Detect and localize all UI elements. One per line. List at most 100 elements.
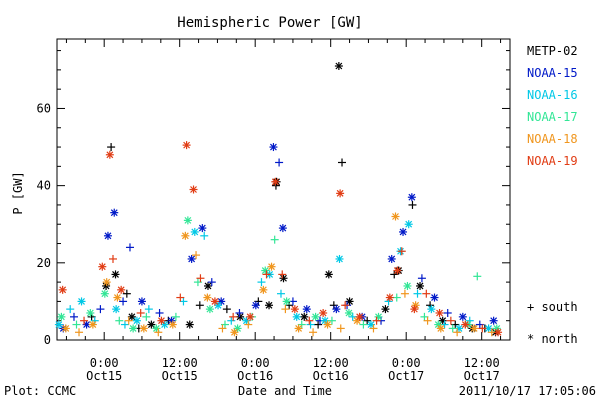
north-point xyxy=(344,308,353,317)
north-point xyxy=(236,312,245,321)
south-point xyxy=(327,316,336,325)
north-point xyxy=(77,297,86,306)
south-point xyxy=(417,274,426,283)
south-point xyxy=(96,305,105,314)
north-point xyxy=(167,316,176,325)
south-point xyxy=(453,328,462,337)
south-point xyxy=(262,270,271,279)
north-point xyxy=(461,320,470,329)
south-point xyxy=(115,316,124,325)
north-point xyxy=(410,305,419,314)
north-point xyxy=(458,312,467,321)
south-point xyxy=(229,312,238,321)
north-point xyxy=(100,289,109,298)
south-point xyxy=(227,316,236,325)
legend: METP-02 NOAA-15 NOAA-16 NOAA-17 NOAA-18 NOAA-… xyxy=(527,44,578,168)
x-tick-date-label: Oct16 xyxy=(237,369,273,383)
north-point xyxy=(103,231,112,240)
north-point xyxy=(430,293,439,302)
north-point xyxy=(332,305,341,314)
north-point xyxy=(132,316,141,325)
series-noaa-18 xyxy=(61,212,496,337)
y-tick-label: 0 xyxy=(44,333,51,347)
south-point xyxy=(154,328,163,337)
north-point xyxy=(489,316,498,325)
series-noaa-16 xyxy=(54,220,493,333)
south-point xyxy=(142,312,151,321)
north-point xyxy=(198,224,207,233)
north-point xyxy=(416,281,425,290)
south-point xyxy=(235,308,244,317)
north-point xyxy=(323,320,332,329)
north-point xyxy=(187,254,196,263)
north-point xyxy=(54,320,63,329)
north-point xyxy=(279,274,288,283)
north-point xyxy=(436,324,445,333)
y-axis: 0 20 40 60 xyxy=(37,50,510,347)
south-point xyxy=(120,320,129,329)
north-point xyxy=(105,150,114,159)
north-point xyxy=(302,305,311,314)
north-point xyxy=(391,212,400,221)
north-point xyxy=(112,305,121,314)
south-point xyxy=(363,316,372,325)
north-point xyxy=(183,216,192,225)
south-point xyxy=(244,320,253,329)
x-tick-time-label: 0:00 xyxy=(241,356,270,370)
north-point xyxy=(157,316,166,325)
north-point xyxy=(261,266,270,275)
y-tick-label: 60 xyxy=(37,101,51,115)
south-point xyxy=(446,316,455,325)
north-point xyxy=(205,305,214,314)
south-point xyxy=(397,247,406,256)
south-point xyxy=(124,316,133,325)
south-point xyxy=(369,324,378,333)
north-point xyxy=(381,305,390,314)
south-point xyxy=(341,301,350,310)
north-point xyxy=(319,308,328,317)
north-point xyxy=(57,312,66,321)
south-point xyxy=(200,231,209,240)
south-point xyxy=(276,289,285,298)
south-point xyxy=(275,158,284,167)
north-point xyxy=(265,301,274,310)
north-point xyxy=(86,308,95,317)
south-point xyxy=(270,235,279,244)
legend-item-noaa-15: NOAA-15 xyxy=(527,66,578,80)
x-tick-date-label: Oct15 xyxy=(162,369,198,383)
south-point xyxy=(136,308,145,317)
north-point xyxy=(427,305,436,314)
south-point xyxy=(306,320,315,329)
north-point xyxy=(355,312,364,321)
series-noaa-19 xyxy=(58,141,503,337)
north-point xyxy=(404,220,413,229)
north-point xyxy=(61,324,70,333)
north-point xyxy=(182,141,191,150)
series-noaa-15 xyxy=(59,143,498,333)
north-point xyxy=(411,301,420,310)
south-point xyxy=(176,293,185,302)
north-point xyxy=(292,312,301,321)
north-point xyxy=(190,227,199,236)
legend-item-noaa-17: NOAA-17 xyxy=(527,110,578,124)
chart-title: Hemispheric Power [GW] xyxy=(177,15,362,31)
north-point xyxy=(294,324,303,333)
south-point xyxy=(195,301,204,310)
north-point xyxy=(210,297,219,306)
north-point xyxy=(246,312,255,321)
north-point xyxy=(271,177,280,186)
south-point xyxy=(144,305,153,314)
north-point xyxy=(181,231,190,240)
south-point xyxy=(314,320,323,329)
south-point xyxy=(448,324,457,333)
south-point xyxy=(478,324,487,333)
north-point xyxy=(129,324,138,333)
north-point xyxy=(336,189,345,198)
north-point xyxy=(189,185,198,194)
south-point xyxy=(218,324,227,333)
north-point xyxy=(290,305,299,314)
legend-north-marker: * north xyxy=(527,332,578,346)
north-point xyxy=(300,312,309,321)
south-point xyxy=(473,272,482,281)
